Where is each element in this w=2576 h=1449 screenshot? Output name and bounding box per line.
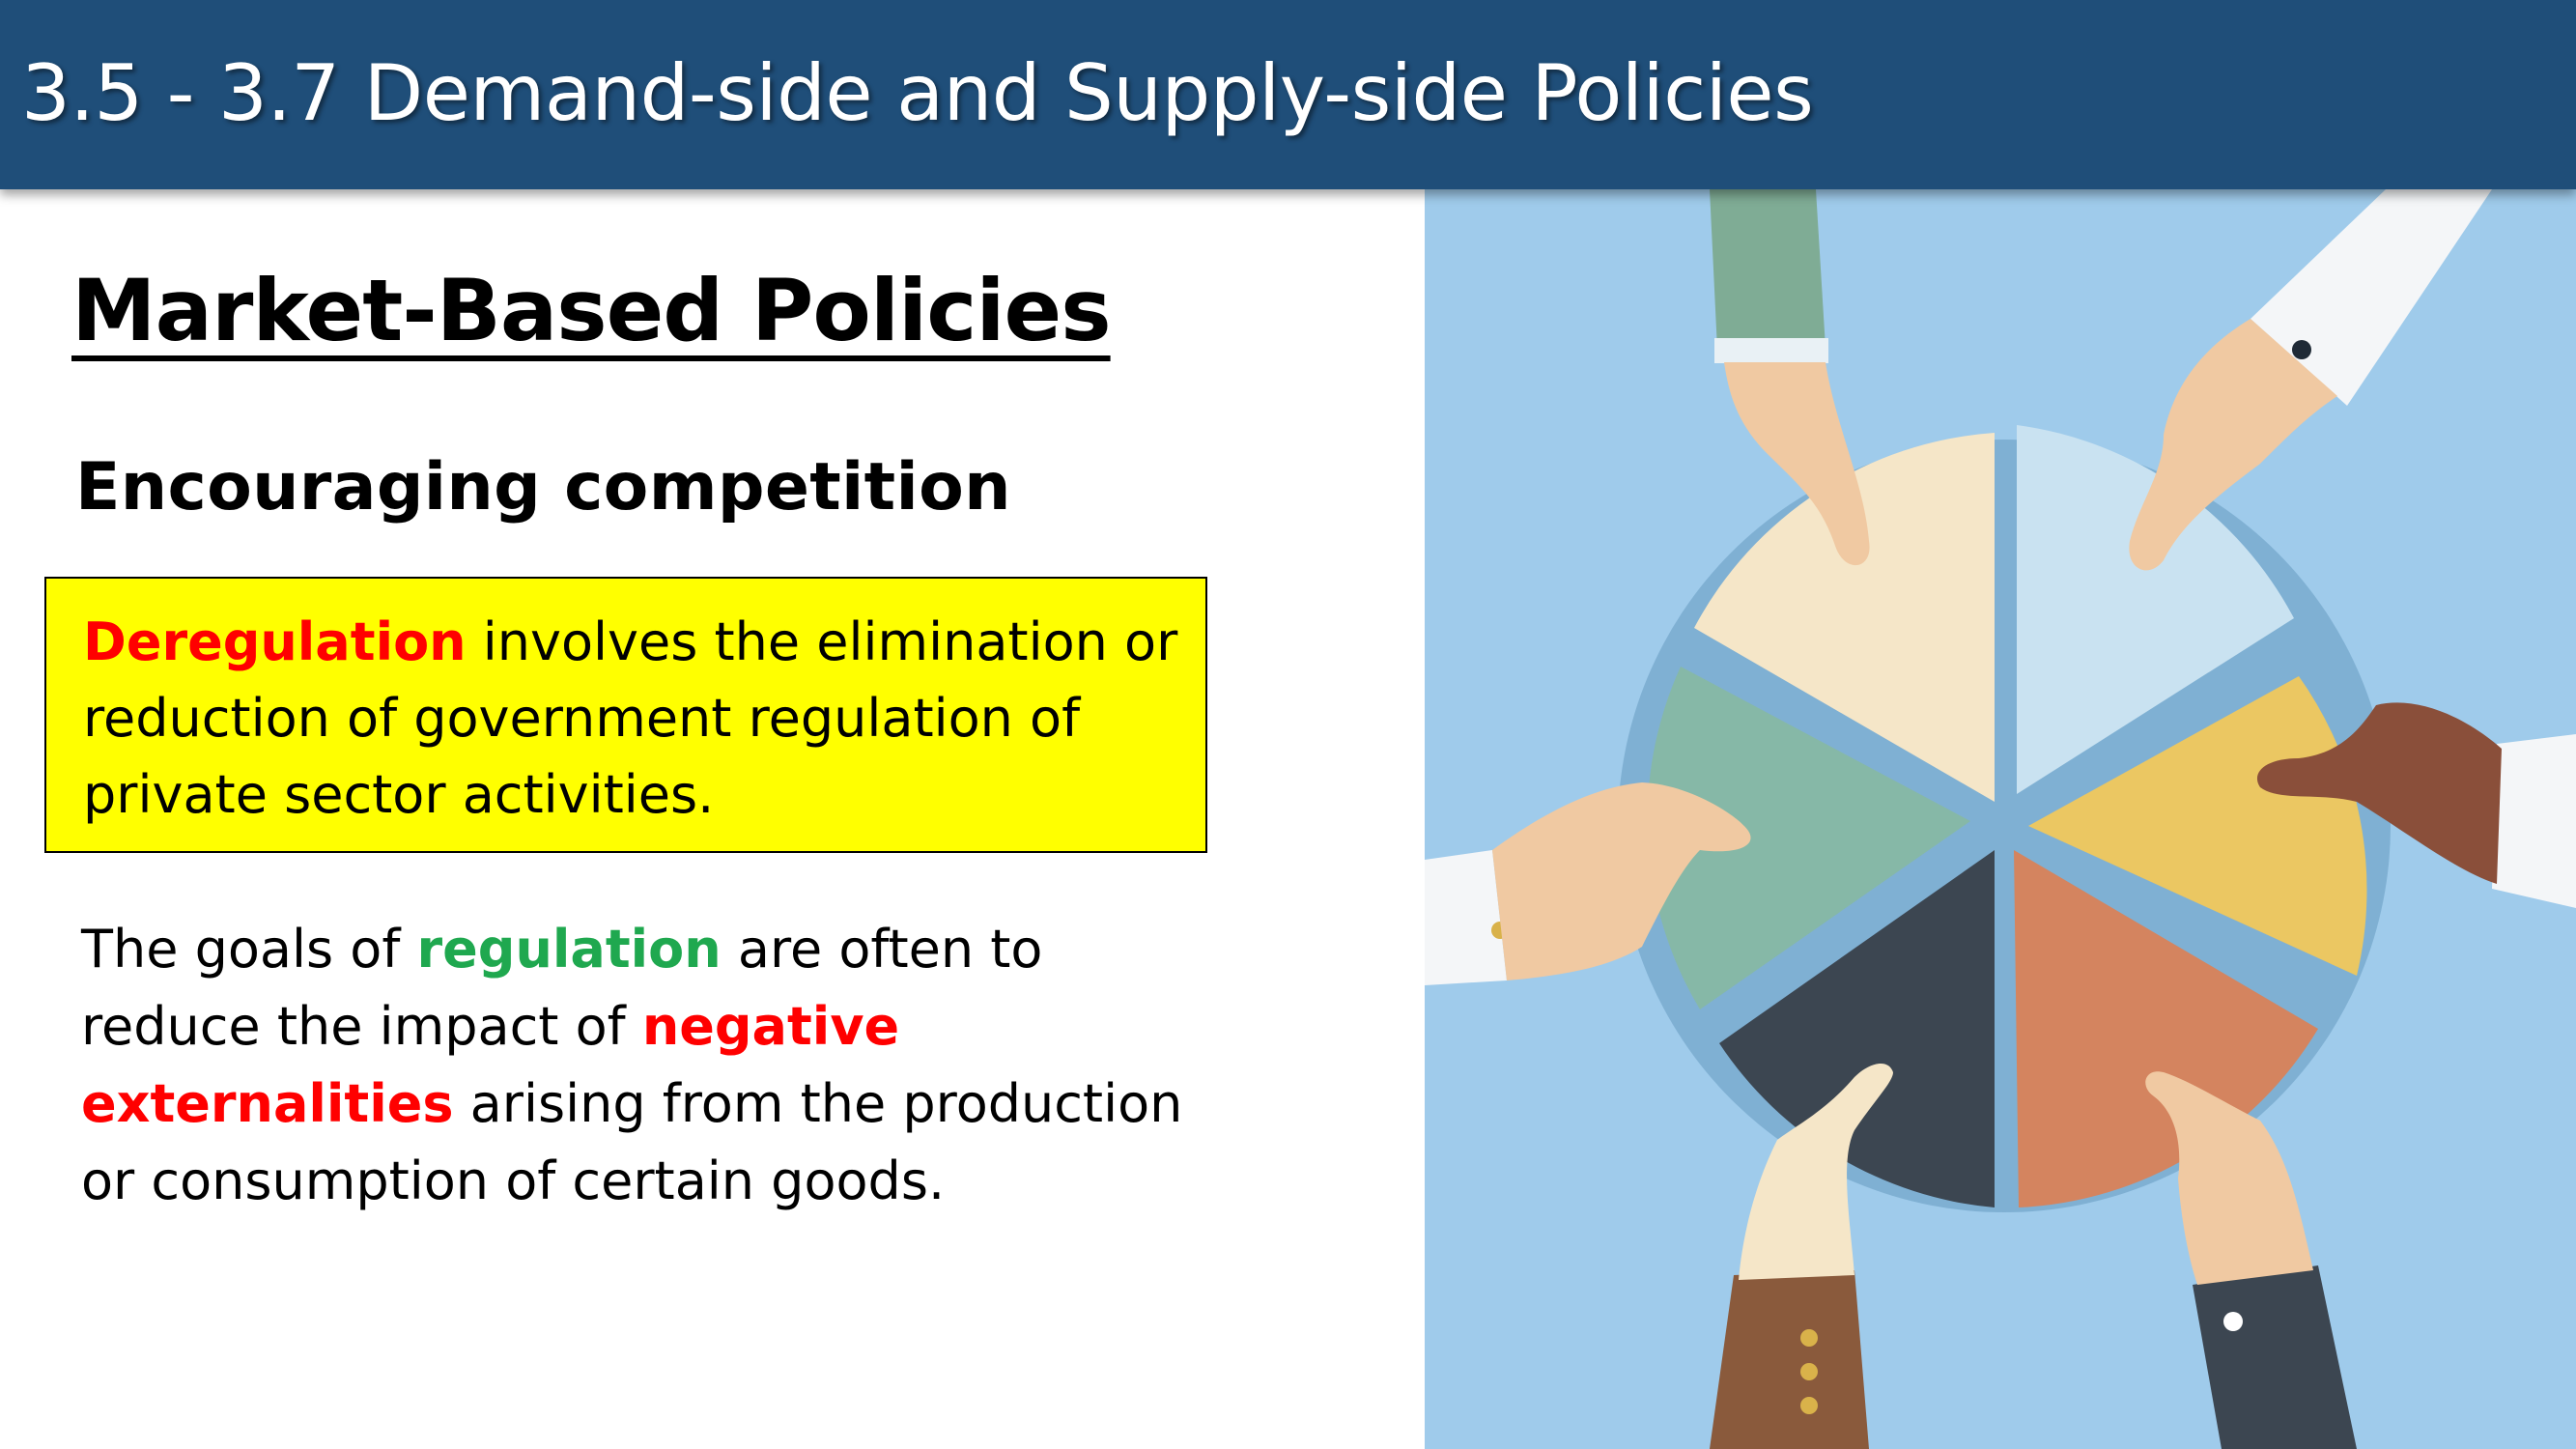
keyword-deregulation: Deregulation [83,611,467,672]
hand-left [1425,782,1751,985]
definition-box: Deregulation involves the elimination or… [44,577,1207,853]
hand-top-right [2129,189,2492,571]
slide-header: 3.5 - 3.7 Demand-side and Supply-side Po… [0,0,2576,189]
goals-part-2: are often to reduce the impact of [81,919,1043,1057]
section-heading: Market-Based Policies [71,261,1112,360]
pie-slice-lightblue [2017,425,2294,794]
goals-part-1: The goals of [81,919,417,980]
hand-bottom-right [2145,1071,2357,1449]
pie-illustration-svg [1425,189,2576,1449]
goals-part-3: arising from the production or consumpti… [81,1073,1183,1211]
hand-bottom-left [1710,1063,1893,1449]
hands-pie-chart-illustration [1425,189,2576,1449]
pie-slice-dark [1719,850,1995,1208]
hand-right [2256,702,2576,908]
definition-text: Deregulation involves the elimination or… [83,604,1184,833]
subheading: Encouraging competition [75,449,1011,526]
pie-slice-green [1647,667,1970,1009]
keyword-negative-externalities: negative externalities [81,996,900,1134]
goals-paragraph: The goals of regulation are often to red… [81,911,1221,1220]
slide-title: 3.5 - 3.7 Demand-side and Supply-side Po… [21,48,1814,138]
definition-body: involves the elimination or reduction of… [83,611,1178,825]
pie-slice-cream [1694,433,1995,802]
pie-slice-yellow [2028,676,2367,976]
keyword-regulation: regulation [416,919,722,980]
hand-top-left [1710,189,1870,566]
